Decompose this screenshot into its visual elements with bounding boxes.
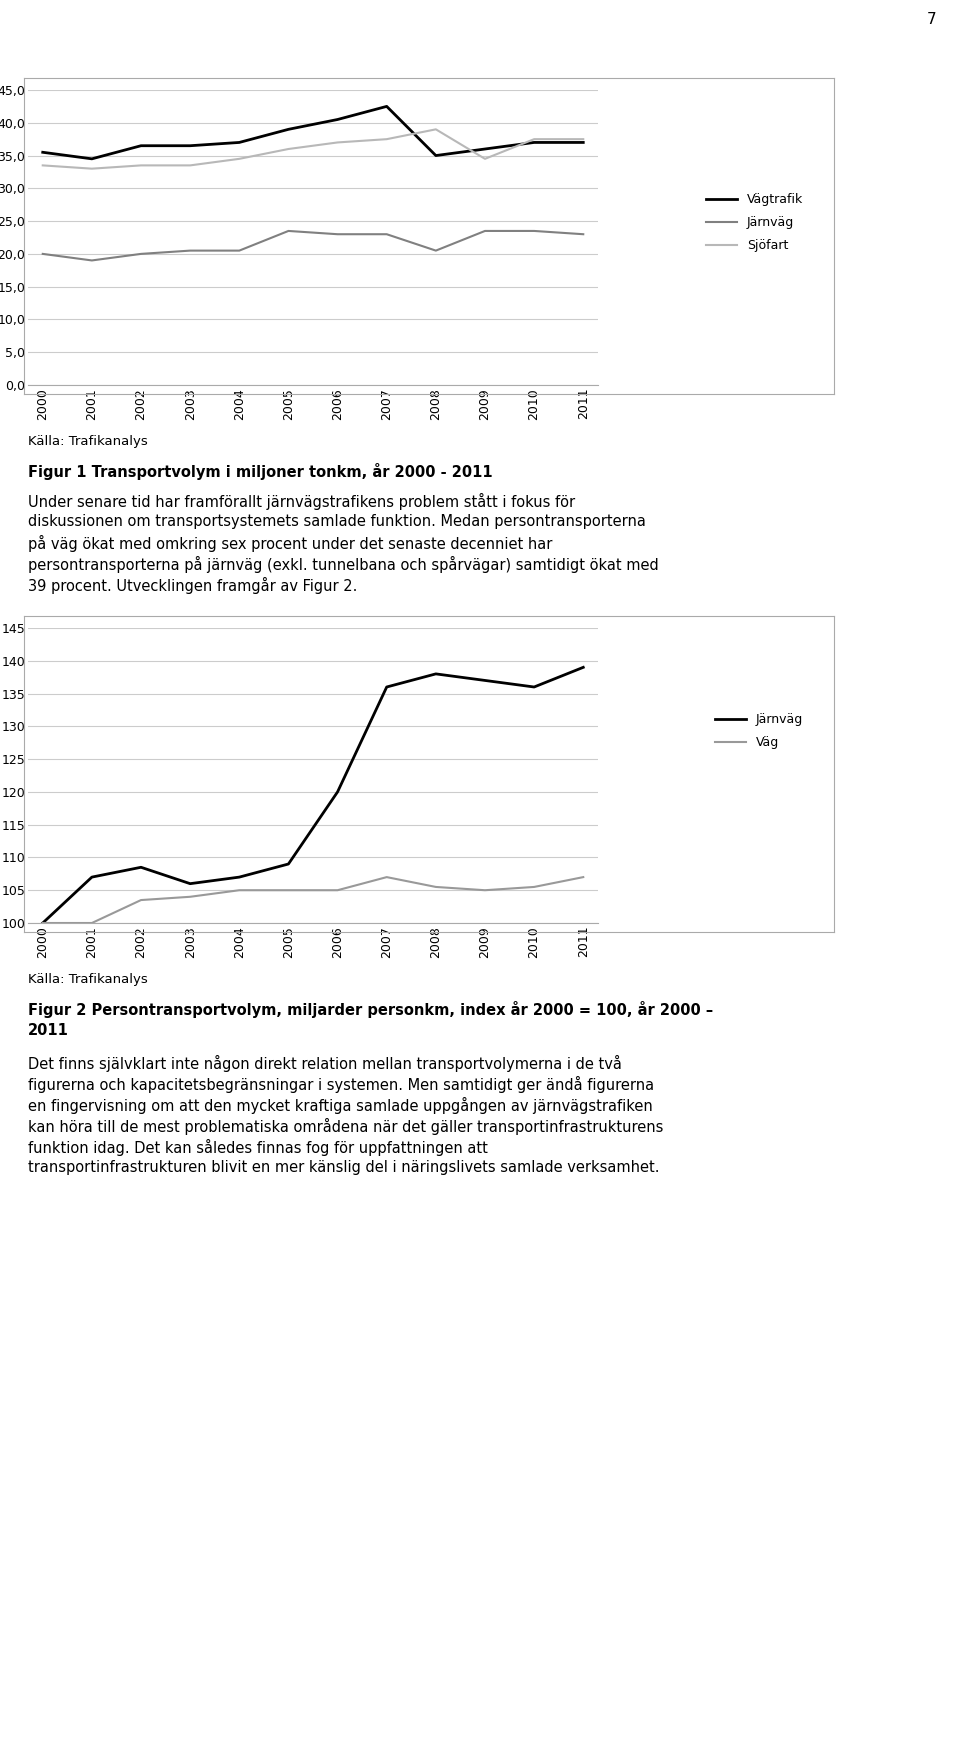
Text: figurerna och kapacitetsbegränsningar i systemen. Men samtidigt ger ändå figurer: figurerna och kapacitetsbegränsningar i … bbox=[28, 1075, 654, 1093]
Line: Väg: Väg bbox=[43, 878, 584, 924]
Väg bbox=[578, 867, 589, 889]
Text: Figur 2 Persontransportvolym, miljarder personkm, index år 2000 = 100, år 2000 –: Figur 2 Persontransportvolym, miljarder … bbox=[28, 1001, 713, 1017]
Legend: Vägtrafik, Järnväg, Sjöfart: Vägtrafik, Järnväg, Sjöfart bbox=[701, 189, 808, 257]
Järnväg bbox=[479, 670, 491, 691]
Text: på väg ökat med omkring sex procent under det senaste decenniet har: på väg ökat med omkring sex procent unde… bbox=[28, 534, 552, 552]
Line: Järnväg: Järnväg bbox=[43, 231, 584, 261]
Text: transportinfrastrukturen blivit en mer känslig del i näringslivets samlade verks: transportinfrastrukturen blivit en mer k… bbox=[28, 1160, 660, 1174]
Text: diskussionen om transportsystemets samlade funktion. Medan persontransporterna: diskussionen om transportsystemets samla… bbox=[28, 515, 646, 529]
Vägtrafik bbox=[430, 145, 442, 166]
Vägtrafik bbox=[37, 141, 49, 162]
Väg bbox=[479, 880, 491, 901]
Väg bbox=[233, 880, 245, 901]
Järnväg bbox=[233, 240, 245, 261]
Järnväg bbox=[381, 224, 393, 245]
Sjöfart bbox=[578, 129, 589, 150]
Järnväg bbox=[184, 240, 196, 261]
Järnväg bbox=[233, 867, 245, 889]
Järnväg bbox=[479, 220, 491, 242]
Line: Sjöfart: Sjöfart bbox=[43, 129, 584, 169]
Text: Figur 1 Transportvolym i miljoner tonkm, år 2000 - 2011: Figur 1 Transportvolym i miljoner tonkm,… bbox=[28, 464, 492, 480]
Väg bbox=[135, 890, 147, 911]
Text: en fingervisning om att den mycket kraftiga samlade uppgången av järnvägstrafike: en fingervisning om att den mycket kraft… bbox=[28, 1097, 653, 1114]
Text: Under senare tid har framförallt järnvägstrafikens problem stått i fokus för: Under senare tid har framförallt järnväg… bbox=[28, 494, 575, 510]
Vägtrafik bbox=[135, 136, 147, 157]
Järnväg bbox=[332, 781, 344, 802]
Väg bbox=[86, 913, 98, 934]
Text: Det finns självklart inte någon direkt relation mellan transportvolymerna i de t: Det finns självklart inte någon direkt r… bbox=[28, 1054, 622, 1072]
Sjöfart bbox=[479, 148, 491, 169]
Vägtrafik bbox=[86, 148, 98, 169]
Text: Källa: Trafikanalys: Källa: Trafikanalys bbox=[28, 973, 148, 986]
Väg bbox=[430, 876, 442, 897]
Sjöfart bbox=[528, 129, 540, 150]
Vägtrafik bbox=[479, 139, 491, 160]
Järnväg bbox=[37, 243, 49, 264]
Vägtrafik bbox=[578, 132, 589, 153]
Järnväg bbox=[578, 658, 589, 679]
Väg bbox=[282, 880, 294, 901]
Sjöfart bbox=[332, 132, 344, 153]
Järnväg bbox=[528, 677, 540, 698]
Text: 39 procent. Utvecklingen framgår av Figur 2.: 39 procent. Utvecklingen framgår av Figu… bbox=[28, 577, 357, 594]
Järnväg bbox=[86, 867, 98, 889]
Järnväg bbox=[282, 220, 294, 242]
Järnväg bbox=[86, 250, 98, 272]
Väg bbox=[528, 876, 540, 897]
Vägtrafik bbox=[381, 95, 393, 116]
Järnväg bbox=[430, 240, 442, 261]
Järnväg bbox=[37, 913, 49, 934]
Järnväg bbox=[135, 243, 147, 264]
Järnväg bbox=[528, 220, 540, 242]
Sjöfart bbox=[184, 155, 196, 176]
Sjöfart bbox=[430, 118, 442, 139]
Järnväg bbox=[332, 224, 344, 245]
Vägtrafik bbox=[528, 132, 540, 153]
Sjöfart bbox=[381, 129, 393, 150]
Vägtrafik bbox=[282, 118, 294, 139]
Väg bbox=[184, 887, 196, 908]
Sjöfart bbox=[86, 159, 98, 180]
Järnväg bbox=[578, 224, 589, 245]
Järnväg bbox=[430, 663, 442, 684]
Line: Järnväg: Järnväg bbox=[43, 668, 584, 924]
Järnväg bbox=[381, 677, 393, 698]
Väg bbox=[37, 913, 49, 934]
Text: funktion idag. Det kan således finnas fog för uppfattningen att: funktion idag. Det kan således finnas fo… bbox=[28, 1139, 488, 1157]
Järnväg bbox=[184, 873, 196, 894]
Väg bbox=[381, 867, 393, 889]
Vägtrafik bbox=[332, 109, 344, 130]
Vägtrafik bbox=[184, 136, 196, 157]
Legend: Järnväg, Väg: Järnväg, Väg bbox=[709, 709, 808, 755]
Text: kan höra till de mest problematiska områdena när det gäller transportinfrastrukt: kan höra till de mest problematiska områ… bbox=[28, 1118, 663, 1135]
Text: Källa: Trafikanalys: Källa: Trafikanalys bbox=[28, 435, 148, 448]
Text: 2011: 2011 bbox=[28, 1023, 69, 1038]
Vägtrafik bbox=[233, 132, 245, 153]
Sjöfart bbox=[37, 155, 49, 176]
Järnväg bbox=[282, 853, 294, 874]
Sjöfart bbox=[135, 155, 147, 176]
Sjöfart bbox=[233, 148, 245, 169]
Line: Vägtrafik: Vägtrafik bbox=[43, 106, 584, 159]
Text: 7: 7 bbox=[926, 12, 936, 28]
Järnväg bbox=[135, 857, 147, 878]
Väg bbox=[332, 880, 344, 901]
Text: persontransporterna på järnväg (exkl. tunnelbana och spårvägar) samtidigt ökat m: persontransporterna på järnväg (exkl. tu… bbox=[28, 555, 659, 573]
Sjöfart bbox=[282, 139, 294, 160]
